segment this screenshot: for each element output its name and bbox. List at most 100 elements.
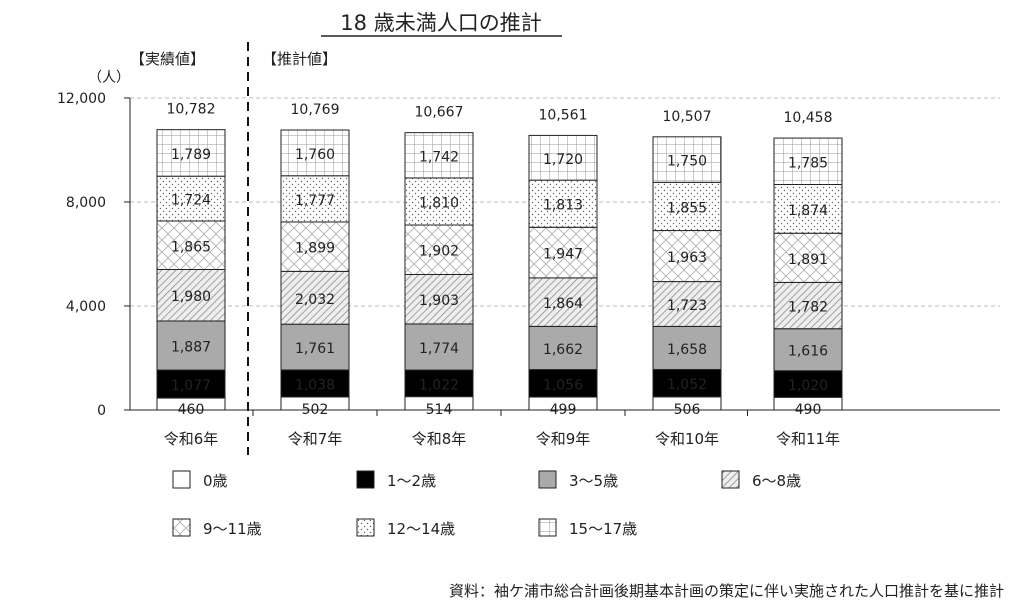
data-label: 1,020 <box>788 378 828 394</box>
data-label: 1,899 <box>295 241 335 257</box>
chart-title: 18 歳未満人口の推計 <box>340 11 541 35</box>
total-label: 10,458 <box>784 110 833 126</box>
bar-segment <box>528 134 598 181</box>
data-label: 460 <box>178 402 205 418</box>
data-label: 1,947 <box>543 247 583 263</box>
bar-segment <box>652 136 722 183</box>
bar-segment <box>156 369 226 399</box>
bar-segment <box>280 369 350 398</box>
data-label: 1,038 <box>295 377 335 393</box>
legend-label: 1～2歳 <box>387 472 436 490</box>
bar-segment <box>280 175 350 223</box>
data-label: 1,785 <box>788 155 828 171</box>
legend-swatch <box>172 470 191 489</box>
data-label: 1,902 <box>419 244 459 260</box>
y-tick-label: 12,000 <box>57 91 106 107</box>
total-label: 10,667 <box>415 105 464 121</box>
bar-segment <box>652 181 722 232</box>
data-label: 1,760 <box>295 147 335 163</box>
bar-segment <box>280 323 350 371</box>
data-label: 1,887 <box>171 340 211 356</box>
bar-segment <box>280 129 350 177</box>
data-label: 1,761 <box>295 341 335 357</box>
section-label-actual: 【実績値】 <box>130 50 205 68</box>
data-label: 1,723 <box>667 298 707 314</box>
bar-segment <box>652 325 722 370</box>
x-tick-label: 令和10年 <box>655 430 719 448</box>
data-label: 1,980 <box>171 289 211 305</box>
x-tick-label: 令和11年 <box>776 430 840 448</box>
y-tick-label: 8,000 <box>66 195 106 211</box>
data-label: 1,865 <box>171 239 211 255</box>
bar-segment <box>404 132 474 179</box>
bar-segment <box>156 320 226 371</box>
data-label: 1,022 <box>419 377 459 393</box>
legend-swatch <box>356 518 375 537</box>
x-tick-label: 令和6年 <box>164 430 219 448</box>
bar-segment <box>528 179 598 228</box>
data-label: 1,662 <box>543 342 583 358</box>
legend-label: 15～17歳 <box>569 520 637 538</box>
data-label: 1,720 <box>543 152 583 168</box>
y-axis-unit-label: （人） <box>88 70 130 86</box>
data-label: 1,052 <box>667 377 707 393</box>
bar-segment <box>156 220 226 270</box>
bar-segment <box>404 224 474 275</box>
data-label: 1,616 <box>788 344 828 360</box>
bar-segment <box>404 323 474 371</box>
x-tick-label: 令和7年 <box>288 430 343 448</box>
y-tick-label: 4,000 <box>66 299 106 315</box>
data-label: 499 <box>550 402 577 418</box>
section-label-estimate: 【推計値】 <box>262 50 337 68</box>
total-label: 10,561 <box>539 107 588 123</box>
data-label: 1,077 <box>171 378 211 394</box>
total-label: 10,507 <box>663 109 712 125</box>
data-label: 1,891 <box>788 252 828 268</box>
legend-label: 12～14歳 <box>387 520 455 538</box>
bar-segment <box>652 230 722 283</box>
legend-label: 9～11歳 <box>203 520 262 538</box>
bar-segment <box>773 370 843 398</box>
data-label: 506 <box>674 402 701 418</box>
x-tick-label: 令和9年 <box>536 430 591 448</box>
data-label: 1,782 <box>788 300 828 316</box>
data-label: 1,724 <box>171 193 211 209</box>
data-label: 1,742 <box>419 149 459 165</box>
legend-label: 0歳 <box>203 472 228 490</box>
bar-segment <box>528 277 598 327</box>
total-label: 10,782 <box>167 102 216 118</box>
data-label: 1,963 <box>667 250 707 266</box>
data-label: 1,750 <box>667 154 707 170</box>
y-tick-label: 0 <box>97 403 106 419</box>
legend-label: 6～8歳 <box>752 472 801 490</box>
data-label: 1,777 <box>295 193 335 209</box>
bar-segment <box>280 270 350 325</box>
legend-swatch <box>538 470 557 489</box>
total-label: 10,769 <box>291 102 340 118</box>
data-label: 490 <box>795 402 822 418</box>
data-label: 1,774 <box>419 341 459 357</box>
data-label: 1,903 <box>419 293 459 309</box>
bar-segment <box>404 177 474 226</box>
legend-swatch <box>356 470 375 489</box>
data-label: 2,032 <box>295 292 335 308</box>
data-label: 1,056 <box>543 377 583 393</box>
bar-segment <box>156 129 226 177</box>
bar-segment <box>528 369 598 398</box>
bar-segment <box>773 184 843 234</box>
bar-segment <box>528 226 598 279</box>
data-label: 1,874 <box>788 203 828 219</box>
bar-segment <box>156 175 226 222</box>
data-label: 502 <box>302 402 329 418</box>
data-label: 1,789 <box>171 147 211 163</box>
data-label: 1,813 <box>543 198 583 214</box>
bar-segment <box>773 281 843 330</box>
data-label: 1,864 <box>543 296 583 312</box>
legend-swatch <box>721 470 740 489</box>
bar-segment <box>773 232 843 283</box>
data-label: 1,810 <box>419 195 459 211</box>
legend-swatch <box>172 518 191 537</box>
legend-label: 3～5歳 <box>569 472 618 490</box>
bar-segment <box>404 369 474 398</box>
